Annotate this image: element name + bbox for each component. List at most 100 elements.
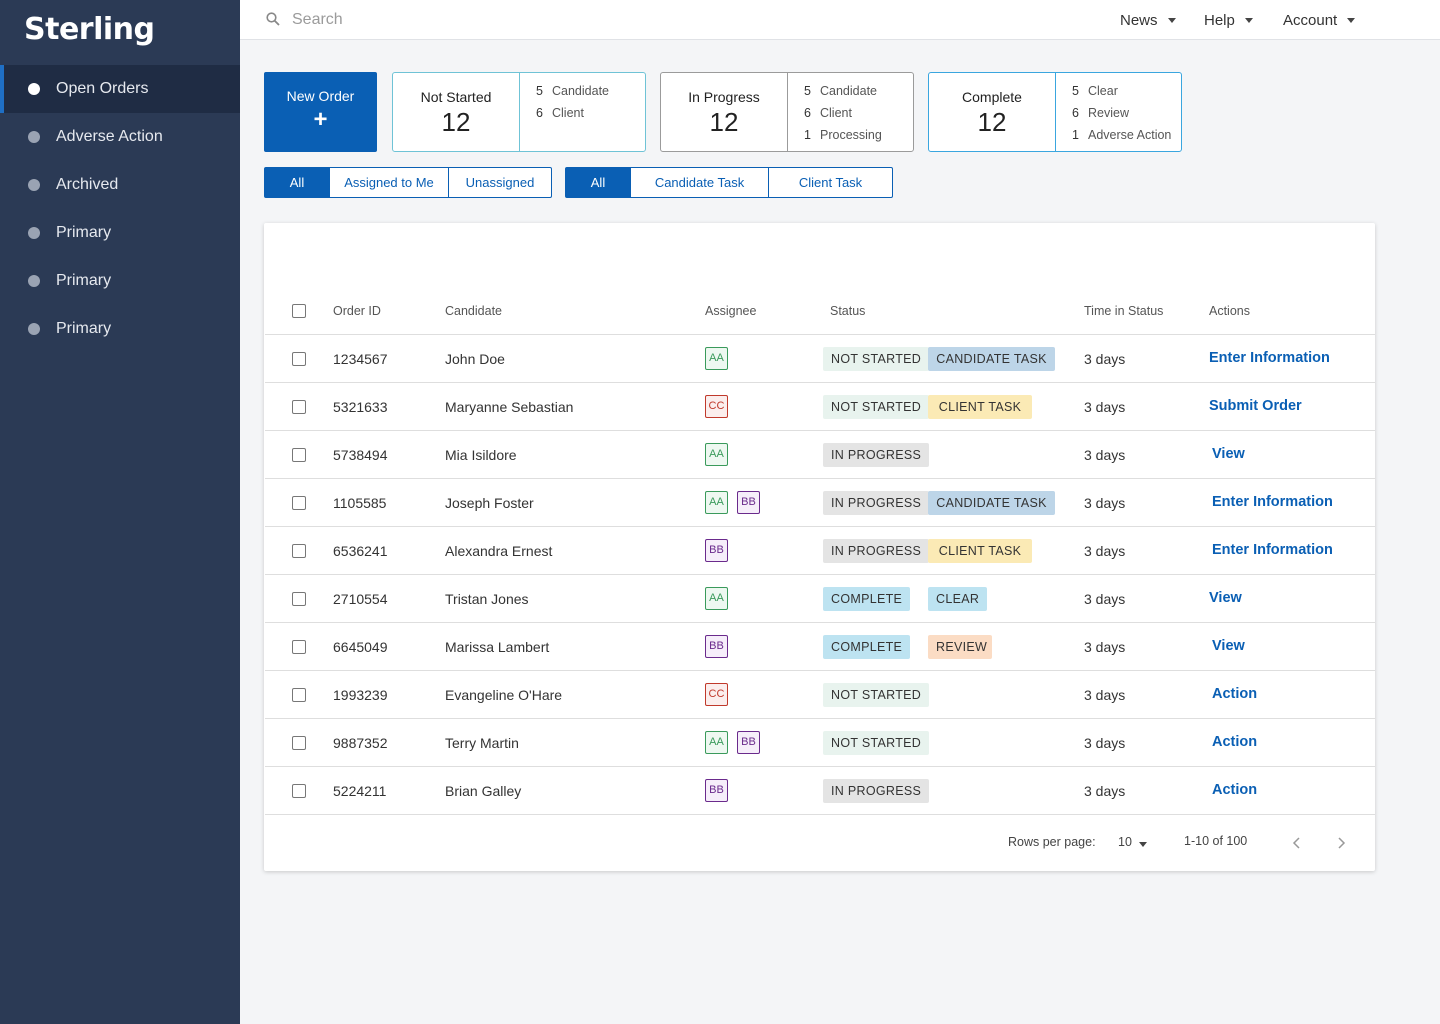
order-id: 1993239 (333, 687, 388, 703)
new-order-button[interactable]: New Order + (264, 72, 377, 152)
assignee-avatar[interactable]: AA (705, 587, 728, 610)
table-row[interactable]: 2710554 Tristan Jones AA COMPLETE CLEAR 3 day… (265, 575, 1375, 623)
assignee-avatar[interactable]: BB (705, 635, 728, 658)
row-checkbox[interactable] (292, 736, 306, 750)
assignee-avatar[interactable]: BB (705, 779, 728, 802)
nav-dot-icon (28, 275, 40, 287)
time-in-status: 3 days (1084, 687, 1126, 703)
table-row[interactable]: 6645049 Marissa Lambert BB COMPLETE REVIEW 3 … (265, 623, 1375, 671)
nav-dot-icon (28, 227, 40, 239)
assignee-avatar[interactable]: CC (705, 395, 728, 418)
order-id: 6645049 (333, 639, 388, 655)
filter-candidate-task[interactable]: Candidate Task (631, 168, 769, 197)
summary-card-not-started[interactable]: Not Started 12 5 Candidate 6 Client (392, 72, 646, 152)
sidebar-item-2[interactable]: Archived (0, 161, 240, 209)
row-action-link[interactable]: Submit Order (1209, 398, 1302, 414)
table-row[interactable]: 5738494 Mia Isildore AA IN PROGRESS 3 days Vi… (265, 431, 1375, 479)
row-action-link[interactable]: Action (1212, 734, 1258, 750)
row-checkbox[interactable] (292, 544, 306, 558)
summary-card-breakdown: 5 Candidate 6 Client (520, 73, 609, 151)
header-candidate[interactable]: Candidate (445, 304, 502, 318)
assignee-avatar[interactable]: AA (705, 731, 728, 754)
row-checkbox[interactable] (292, 448, 306, 462)
filter-assign-all[interactable]: All (265, 168, 330, 197)
assignee-avatar[interactable]: BB (737, 731, 760, 754)
breakdown-label: Review (1088, 106, 1129, 120)
table-row[interactable]: 1993239 Evangeline O'Hare CC NOT STARTED 3 d… (265, 671, 1375, 719)
table-row[interactable]: 1234567 John Doe AA NOT STARTED CANDIDATE TA… (265, 335, 1375, 383)
summary-card-breakdown: 5 Candidate 6 Client 1 Processing (788, 73, 882, 151)
filter-client-task[interactable]: Client Task (798, 175, 863, 190)
assignee-avatar[interactable]: BB (705, 539, 728, 562)
sidebar-item-1[interactable]: Adverse Action (0, 113, 240, 161)
assignee-avatar[interactable]: CC (705, 683, 728, 706)
row-action-link[interactable]: View (1209, 590, 1242, 606)
chevron-right-icon[interactable] (1334, 836, 1348, 850)
filter-unassigned[interactable]: Unassigned (465, 175, 535, 190)
candidate-name: Terry Martin (445, 735, 519, 751)
summary-card-complete[interactable]: Complete 12 5 Clear 6 Review 1 Adverse Action (928, 72, 1182, 152)
select-all-checkbox[interactable] (292, 304, 306, 318)
row-checkbox[interactable] (292, 496, 306, 510)
nav-dot-icon (28, 131, 40, 143)
help-menu[interactable]: Help (1204, 12, 1253, 29)
row-checkbox[interactable] (292, 400, 306, 414)
row-checkbox[interactable] (292, 688, 306, 702)
assignee-avatar[interactable]: AA (705, 347, 728, 370)
table-row[interactable]: 5224211 Brian Galley BB IN PROGRESS 3 days Ac… (265, 767, 1375, 815)
summary-card-in-progress[interactable]: In Progress 12 5 Candidate 6 Client 1 Processin… (660, 72, 914, 152)
breakdown-count: 5 (804, 84, 811, 98)
chevron-down-icon (1244, 18, 1253, 23)
status-badge: IN PROGRESS (823, 779, 930, 803)
sidebar-nav: Open Orders Adverse Action Archived Primary… (0, 65, 240, 353)
row-action-link[interactable]: View (1212, 638, 1245, 654)
table-row[interactable]: 5321633 Maryanne Sebastian CC NOT STARTED CL… (265, 383, 1375, 431)
table-row[interactable]: 9887352 Terry Martin AA BB NOT STARTED 3 days… (265, 719, 1375, 767)
row-checkbox[interactable] (292, 352, 306, 366)
sidebar-item-5[interactable]: Primary (0, 305, 240, 353)
new-order-label: New Order (286, 88, 355, 104)
summary-card-main: In Progress 12 (661, 73, 788, 151)
assignee-avatar[interactable]: AA (705, 491, 728, 514)
account-menu[interactable]: Account (1283, 12, 1356, 29)
candidate-name: Evangeline O'Hare (445, 687, 563, 703)
filter-assigned-to-me[interactable]: Assigned to Me (330, 168, 449, 197)
rows-per-page-label: Rows per page: (1008, 835, 1096, 849)
table-row[interactable]: 6536241 Alexandra Ernest BB IN PROGRESS CLIE… (265, 527, 1375, 575)
time-in-status: 3 days (1084, 783, 1126, 799)
row-action-link[interactable]: Enter Information (1209, 350, 1330, 366)
table-row[interactable]: 1105585 Joseph Foster AA BB IN PROGRESS CANDI… (265, 479, 1375, 527)
search-input[interactable] (292, 8, 592, 32)
breakdown-row: 6 Client (804, 105, 882, 127)
order-id: 6536241 (333, 543, 388, 559)
news-menu[interactable]: News (1120, 12, 1176, 29)
sterling-logo[interactable]: Sterling (24, 12, 155, 47)
row-checkbox[interactable] (292, 640, 306, 654)
header-time-in-status[interactable]: Time in Status (1084, 304, 1164, 318)
breakdown-label: Clear (1088, 84, 1118, 98)
header-order-id[interactable]: Order ID (333, 304, 381, 318)
status-badge: IN PROGRESS (823, 539, 930, 563)
row-action-link[interactable]: Enter Information (1212, 494, 1333, 510)
assignee-avatar[interactable]: BB (737, 491, 760, 514)
chevron-down-icon (1347, 18, 1356, 23)
sidebar-item-3[interactable]: Primary (0, 209, 240, 257)
row-action-link[interactable]: Action (1212, 686, 1258, 702)
assignee-avatar[interactable]: AA (705, 443, 728, 466)
breakdown-count: 1 (1072, 128, 1079, 142)
header-assignee[interactable]: Assignee (705, 304, 757, 318)
task-filter: All Candidate Task Client Task (565, 167, 893, 198)
rows-per-page-select[interactable]: 10 (1118, 835, 1132, 849)
chevron-left-icon[interactable] (1290, 836, 1304, 850)
row-checkbox[interactable] (292, 784, 306, 798)
sidebar-item-0[interactable]: Open Orders (0, 65, 240, 113)
filter-task-all[interactable]: All (566, 168, 631, 197)
row-action-link[interactable]: Action (1212, 782, 1258, 798)
assignment-filter: All Assigned to Me Unassigned (264, 167, 552, 198)
header-status[interactable]: Status (830, 304, 866, 318)
sidebar-item-4[interactable]: Primary (0, 257, 240, 305)
row-action-link[interactable]: Enter Information (1212, 542, 1333, 558)
row-checkbox[interactable] (292, 592, 306, 606)
order-id: 1234567 (333, 351, 388, 367)
row-action-link[interactable]: View (1212, 446, 1245, 462)
